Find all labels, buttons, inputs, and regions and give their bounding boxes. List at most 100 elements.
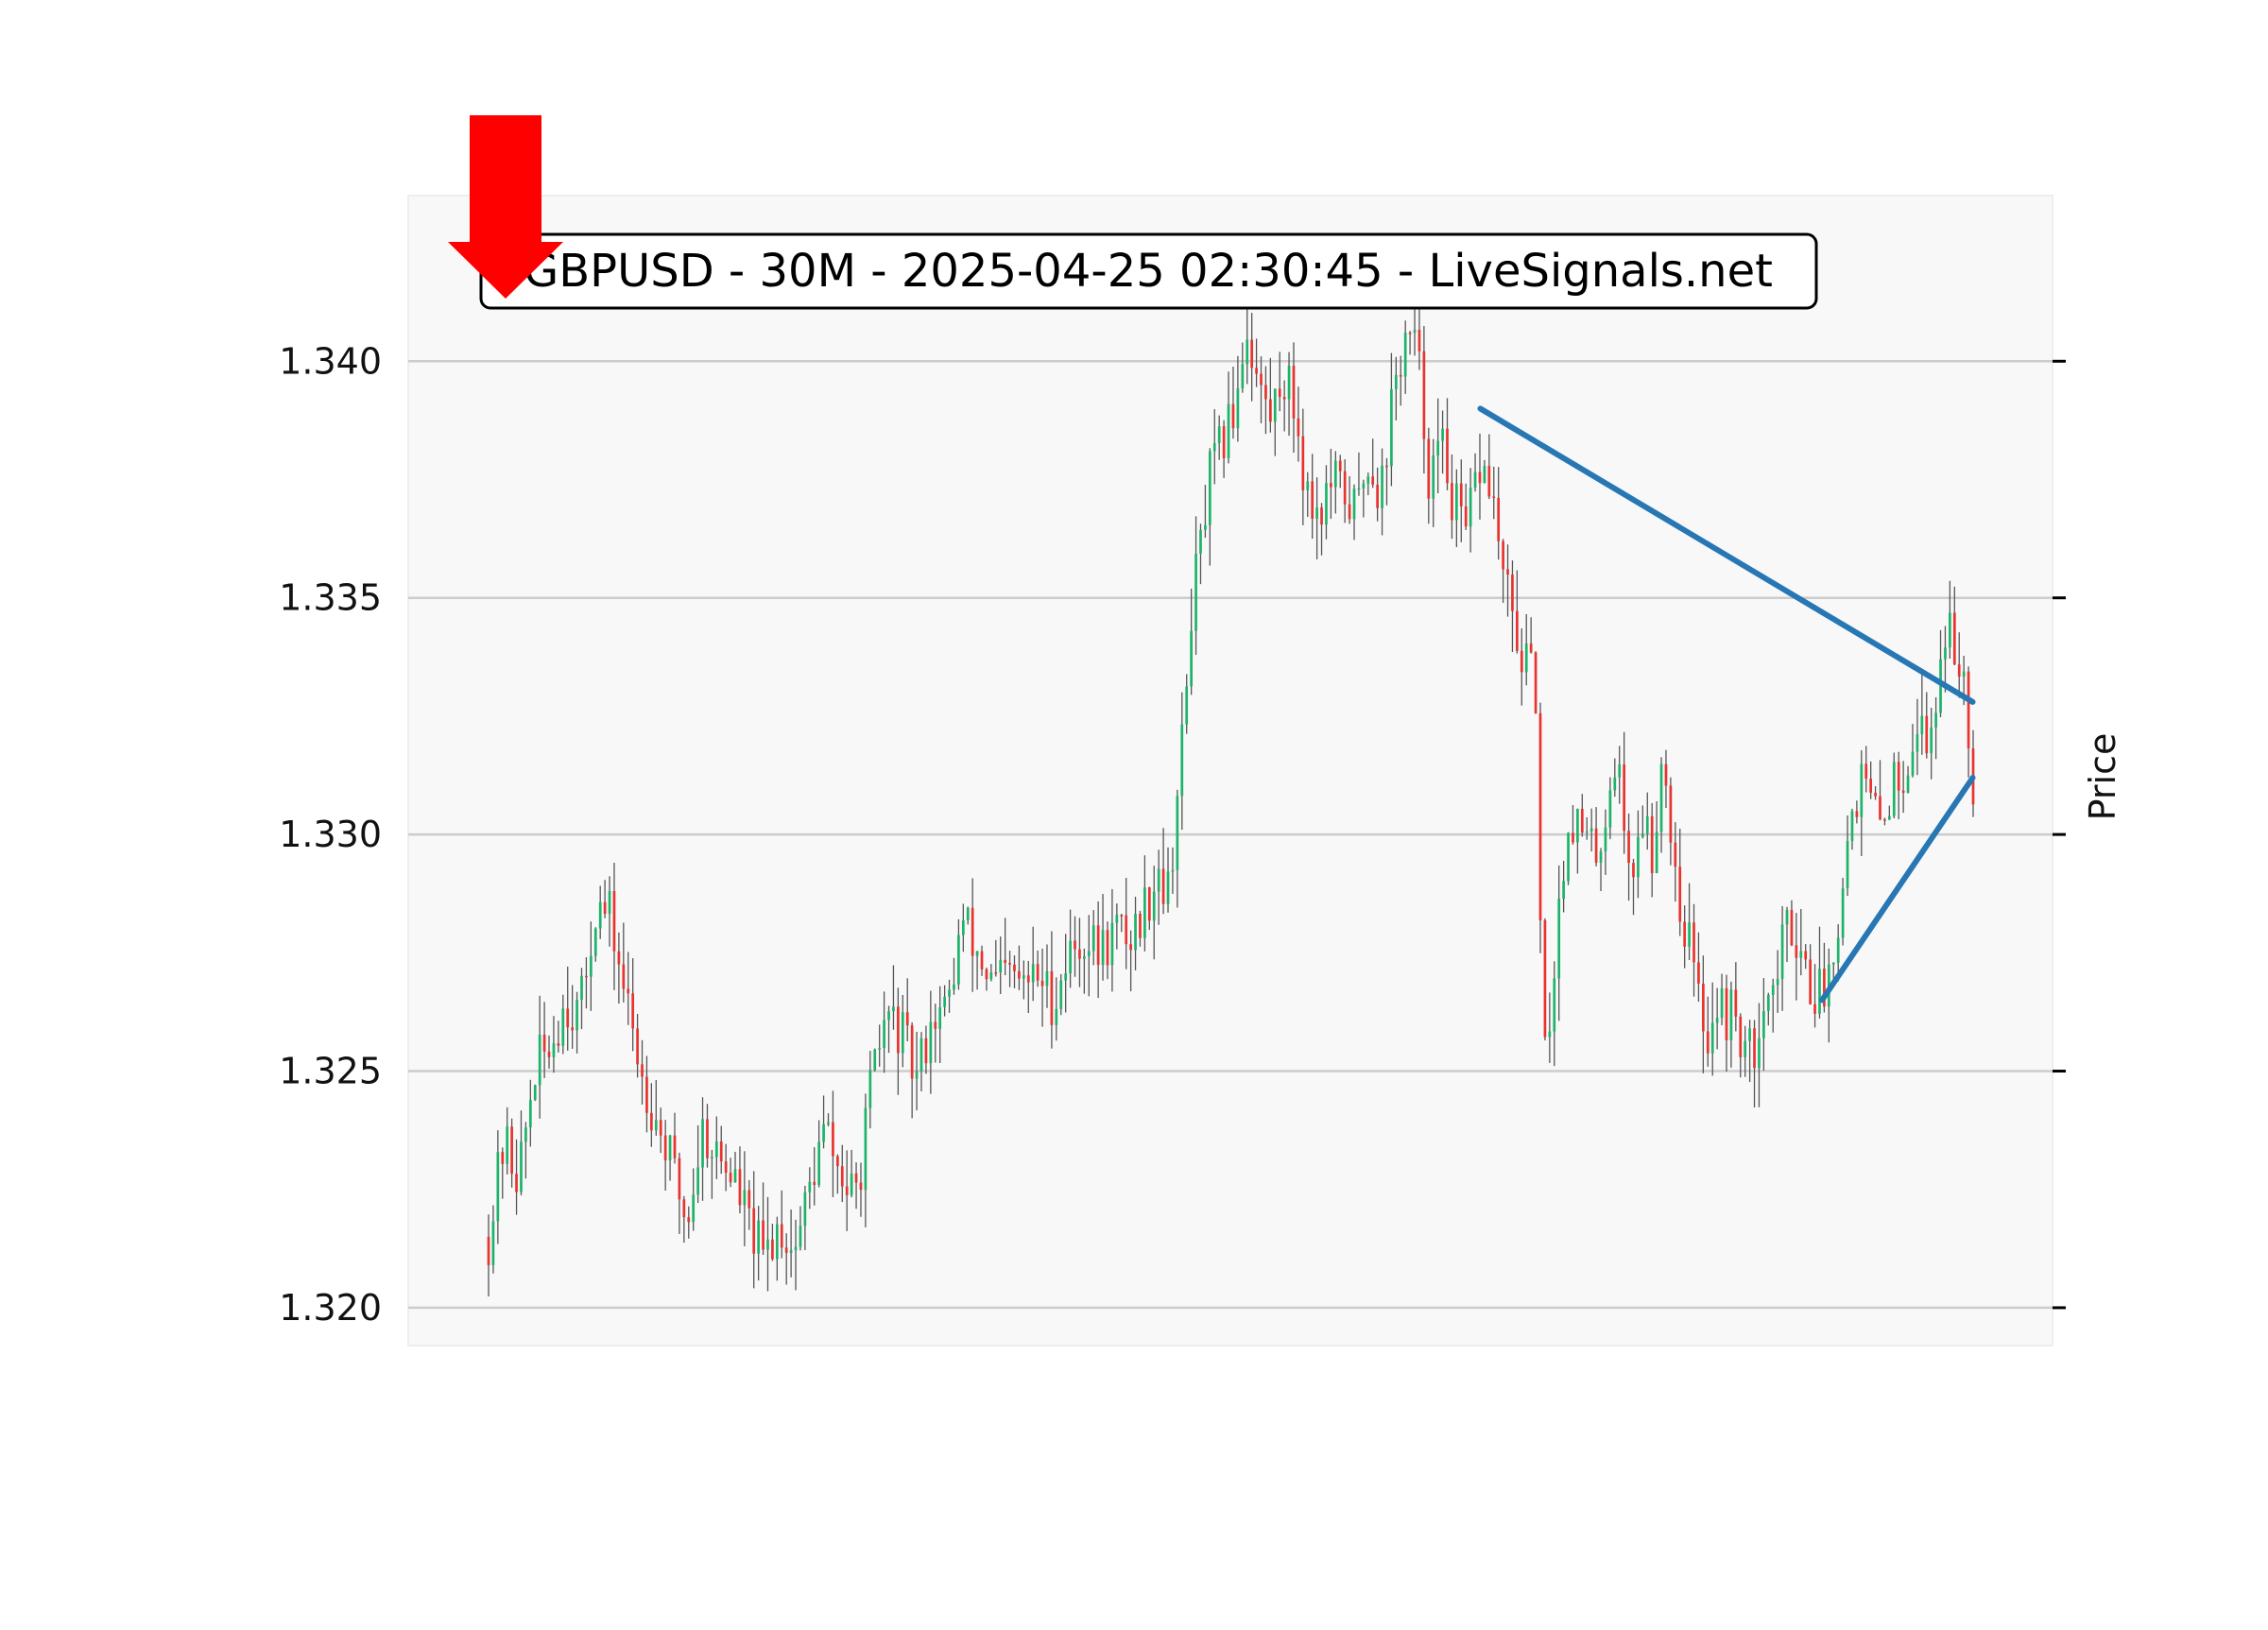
candle-down: [784, 1247, 788, 1253]
candle-up: [1785, 909, 1789, 925]
candle-up: [1934, 712, 1937, 728]
candle-up: [1069, 940, 1072, 974]
candle-down: [627, 988, 630, 994]
title-box: GBPUSD - 30M - 2025-04-25 02:30:45 - Liv…: [479, 232, 1818, 310]
candle-down: [706, 1119, 709, 1158]
candle-up: [1831, 962, 1835, 965]
candle-up: [1157, 868, 1160, 892]
candle-down: [1278, 388, 1281, 398]
candle-up: [1599, 851, 1603, 863]
candle-up: [873, 1049, 877, 1071]
candle-up: [496, 1152, 500, 1222]
candle-down: [1809, 959, 1812, 1004]
candle-down: [1678, 866, 1682, 922]
candle-up: [1860, 764, 1864, 817]
candle-up: [766, 1239, 769, 1250]
candle-up: [1911, 751, 1915, 776]
candle-up: [808, 1181, 812, 1192]
candle-down: [840, 1166, 844, 1187]
candle-down: [1502, 540, 1504, 570]
candle-up: [1212, 443, 1216, 452]
candle-down: [1385, 465, 1388, 468]
candle-up: [850, 1173, 853, 1195]
candle-down: [1343, 471, 1347, 505]
candle-up: [576, 1000, 578, 1031]
candle-down: [1129, 944, 1132, 951]
candle-down: [724, 1161, 728, 1174]
candle-down: [1139, 913, 1142, 938]
candle-up: [901, 1012, 904, 1054]
candle-down: [1446, 428, 1449, 484]
candle-up: [938, 1006, 942, 1029]
candle-down: [1376, 484, 1379, 508]
candle-down: [501, 1152, 505, 1164]
candle-up: [528, 1100, 532, 1128]
candle-up: [733, 1169, 737, 1183]
candle-up: [794, 1246, 798, 1251]
candle-down: [1311, 481, 1314, 519]
candle-up: [1688, 922, 1691, 947]
candle-down: [1464, 506, 1468, 527]
candle-up: [892, 1006, 895, 1012]
candle-up: [1325, 483, 1328, 525]
candle-up: [1436, 440, 1440, 456]
candle-up: [943, 996, 946, 1007]
candle-up: [1352, 489, 1356, 520]
candle-down: [1231, 403, 1235, 429]
candle-down: [752, 1208, 756, 1254]
candle-up: [1548, 1031, 1552, 1038]
candle-up: [1055, 1008, 1058, 1025]
candle-up: [1403, 333, 1407, 377]
y-tick-label: 1.335: [279, 577, 382, 619]
candles: [487, 297, 1975, 1296]
candle-down: [687, 1217, 691, 1223]
candle-up: [1930, 727, 1933, 754]
candle-down: [859, 1182, 863, 1191]
candle-down: [747, 1190, 751, 1209]
y-axis-label: Price: [2082, 733, 2123, 821]
candle-down: [557, 1043, 560, 1046]
candle-down: [1511, 574, 1514, 611]
y-tick-label: 1.320: [279, 1287, 382, 1329]
candle-up: [775, 1224, 779, 1260]
candle-up: [1524, 643, 1528, 673]
candle-down: [1004, 959, 1007, 964]
candle-up: [1483, 466, 1486, 484]
candle-up: [1152, 891, 1156, 921]
candle-up: [1091, 925, 1095, 952]
candle-up: [883, 1020, 885, 1049]
candle-up: [1916, 733, 1919, 752]
candle-up: [1022, 975, 1025, 979]
candle-up: [692, 1194, 696, 1223]
candle-up: [868, 1070, 872, 1108]
trendlines: [1477, 405, 1976, 1004]
candle-up: [1199, 529, 1202, 555]
candle-down: [1096, 925, 1100, 966]
candle-down: [971, 907, 974, 956]
candle-down: [1301, 436, 1305, 490]
candle-down: [1650, 815, 1654, 874]
candle-down: [1451, 483, 1453, 521]
candle-up: [520, 1141, 523, 1192]
candle-down: [515, 1174, 518, 1192]
candle-down: [1147, 887, 1151, 921]
candle-up: [961, 919, 965, 935]
candle-down: [1804, 951, 1808, 960]
candle-down: [780, 1224, 783, 1248]
candle-down: [1580, 808, 1584, 833]
candle-down: [1897, 762, 1900, 791]
candle-down: [771, 1239, 774, 1260]
candle-up: [714, 1141, 718, 1158]
candle-down: [1864, 764, 1868, 780]
candle-up: [654, 1120, 658, 1131]
candle-up: [1846, 840, 1849, 888]
candle-up: [1357, 488, 1361, 490]
candle-down: [985, 969, 988, 980]
candle-down: [1823, 969, 1826, 1007]
candle-down: [547, 1051, 551, 1057]
candle-down: [1516, 610, 1519, 651]
candle-down: [1297, 418, 1300, 437]
candle-down: [1371, 476, 1375, 485]
candle-down: [897, 1006, 900, 1054]
candle-down: [905, 1012, 909, 1026]
